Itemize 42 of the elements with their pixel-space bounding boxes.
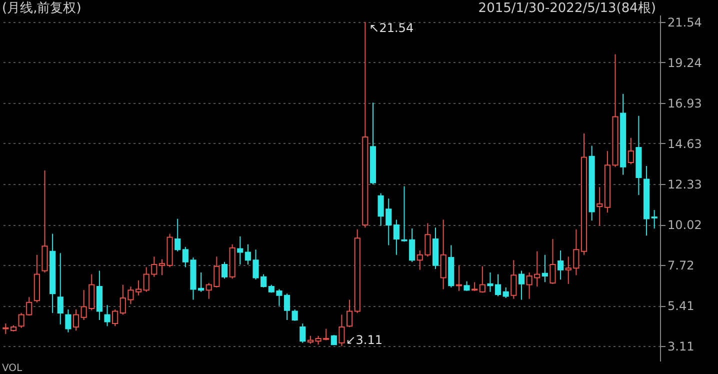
y-tick-label: 16.93: [668, 96, 702, 110]
y-tick-label: 21.54: [668, 15, 702, 30]
candlestick: [338, 314, 345, 347]
candlestick: [221, 261, 228, 280]
candlestick: [479, 266, 486, 294]
y-tick-label: 5.41: [668, 299, 694, 314]
y-tick-label: 19.24: [668, 56, 702, 70]
candlestick: [596, 186, 603, 226]
candlestick: [237, 236, 244, 266]
text: VOL: [2, 363, 23, 374]
candlestick: [393, 219, 400, 256]
candlestick: [284, 293, 290, 320]
candlestick: [112, 308, 118, 327]
candlestick: [502, 286, 509, 298]
candlestick: [464, 280, 470, 292]
annotation: ↙3.11: [346, 333, 383, 348]
candlestick: [346, 299, 353, 328]
y-tick-label: 10.02: [668, 218, 702, 232]
y-tick-label: 14.63: [668, 136, 702, 151]
candlestick: [651, 210, 658, 229]
annotation: ↖21.54: [369, 20, 414, 35]
candlestick: [57, 252, 64, 325]
candlestick: [300, 323, 306, 344]
candlestick: [174, 218, 181, 252]
candlestick: [2, 323, 9, 335]
chart-title: (月线,前复权): [2, 1, 82, 16]
candlestick: [72, 308, 80, 332]
y-tick-label: 7.72: [668, 258, 694, 273]
candlestick: [542, 254, 548, 283]
candlestick: [65, 308, 72, 333]
candlestick: [104, 304, 110, 327]
candlestick: [518, 270, 525, 300]
y-tick-label: 12.33: [668, 177, 702, 192]
candlestick: [292, 308, 298, 322]
candlestick: [550, 238, 556, 284]
candlestick: [330, 334, 337, 346]
candlestick: [510, 260, 517, 300]
candlestick: [628, 137, 634, 165]
candlestick: [440, 219, 446, 290]
candlestick: [558, 250, 564, 280]
y-tick-label: 3.11: [668, 340, 694, 354]
chart-subtitle: 2015/1/30-2022/5/13(84根): [478, 1, 656, 16]
